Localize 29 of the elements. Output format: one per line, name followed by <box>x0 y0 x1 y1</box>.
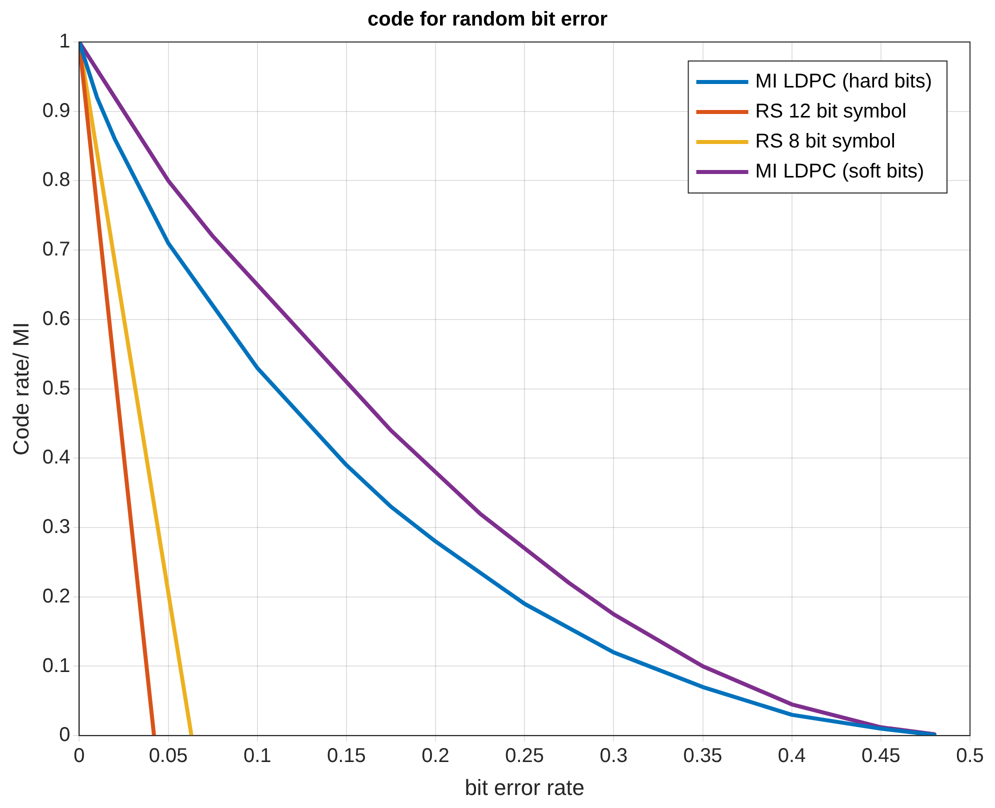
y-tick-label: 0.5 <box>42 377 70 400</box>
legend-label: RS 12 bit symbol <box>755 100 906 123</box>
y-tick-label: 0.2 <box>42 585 70 608</box>
x-tick-label: 0.15 <box>326 745 366 768</box>
x-tick-label: 0.5 <box>956 745 984 768</box>
y-axis-title: Code rate/ MI <box>8 322 34 456</box>
y-tick-label: 0.3 <box>42 516 70 538</box>
legend-label: MI LDPC (hard bits) <box>755 70 932 93</box>
x-tick-label: 0.1 <box>243 745 272 768</box>
x-tick-label: 0.25 <box>505 745 544 768</box>
y-tick-label: 0.6 <box>42 308 70 330</box>
y-tick-label: 0.9 <box>42 100 70 122</box>
y-tick-label: 0 <box>59 724 70 746</box>
y-tick-label: 0.7 <box>42 238 70 261</box>
x-axis-title: bit error rate <box>464 774 585 800</box>
x-tick-label: 0.35 <box>683 745 722 768</box>
y-tick-label: 0.8 <box>42 169 70 192</box>
chart-title: code for random bit error <box>367 8 608 31</box>
x-tick-label: 0.4 <box>778 745 806 768</box>
y-tick-label: 1 <box>59 30 70 53</box>
y-tick-label: 0.4 <box>42 446 70 469</box>
x-tick-label: 0 <box>74 745 85 768</box>
legend-label: MI LDPC (soft bits) <box>755 160 924 183</box>
x-tick-label: 0.3 <box>600 745 628 768</box>
x-tick-label: 0.2 <box>422 745 450 768</box>
y-tick-label: 0.1 <box>42 654 70 677</box>
legend-label: RS 8 bit symbol <box>755 130 896 153</box>
x-tick-label: 0.45 <box>861 745 900 768</box>
x-tick-label: 0.05 <box>148 745 188 768</box>
